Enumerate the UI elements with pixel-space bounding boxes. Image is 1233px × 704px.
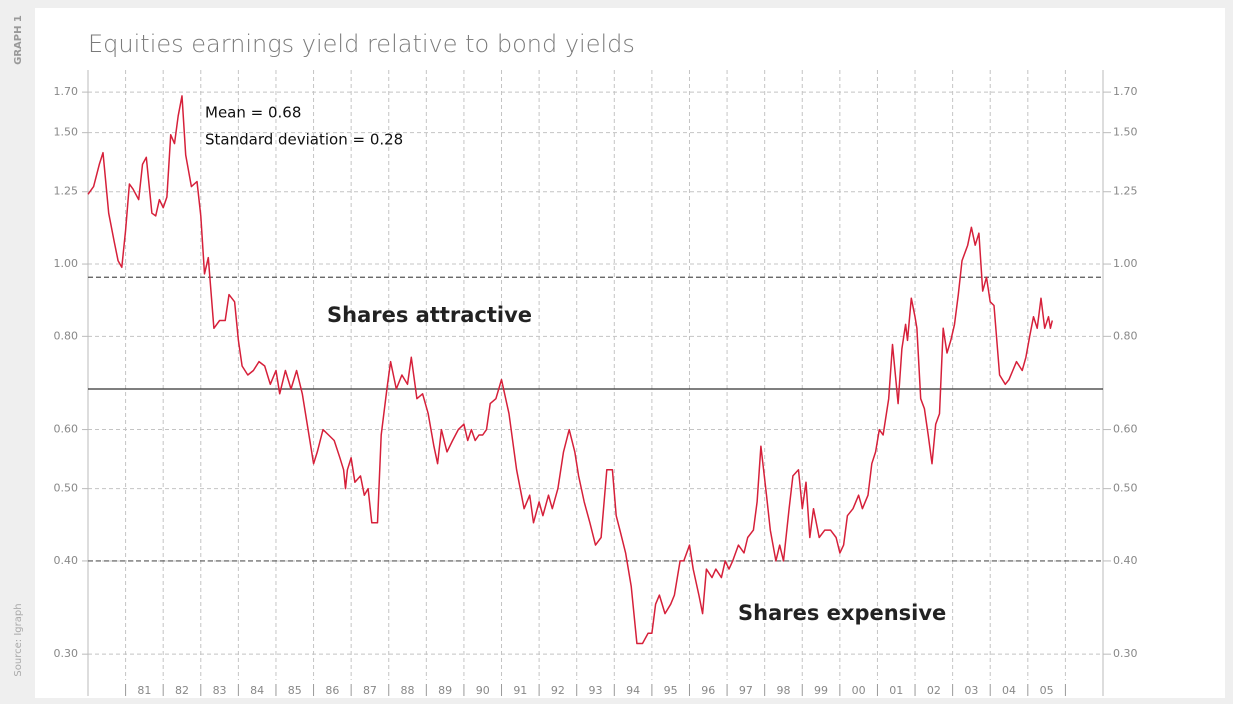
x-tick-label: 89 bbox=[438, 684, 452, 697]
x-tick-label: 99 bbox=[814, 684, 828, 697]
chart-title: Equities earnings yield relative to bond… bbox=[88, 30, 635, 58]
y-tick-label: 1.70 bbox=[54, 85, 79, 98]
y2-tick-label: 1.00 bbox=[1113, 257, 1138, 270]
side-label: GRAPH 1 bbox=[13, 15, 24, 65]
x-tick-label: 88 bbox=[401, 684, 415, 697]
x-tick-label: 84 bbox=[250, 684, 264, 697]
x-tick-label: 97 bbox=[739, 684, 753, 697]
y2-tick-label: 1.50 bbox=[1113, 126, 1138, 139]
source-note: Source: Igraph bbox=[13, 603, 24, 676]
x-tick-label: 94 bbox=[626, 684, 640, 697]
x-tick-label: 91 bbox=[513, 684, 527, 697]
annotation: Mean = 0.68 bbox=[205, 104, 301, 122]
annotation: Standard deviation = 0.28 bbox=[205, 131, 403, 149]
y-tick-label: 0.60 bbox=[54, 423, 79, 436]
x-tick-label: 81 bbox=[137, 684, 151, 697]
x-tick-label: 96 bbox=[701, 684, 715, 697]
x-tick-label: 87 bbox=[363, 684, 377, 697]
x-tick-label: 01 bbox=[889, 684, 903, 697]
x-tick-label: 85 bbox=[288, 684, 302, 697]
x-tick-label: 95 bbox=[664, 684, 678, 697]
y2-tick-label: 1.70 bbox=[1113, 85, 1138, 98]
y-tick-label: 0.50 bbox=[54, 482, 79, 495]
x-tick-label: 98 bbox=[776, 684, 790, 697]
data-line bbox=[87, 95, 1054, 645]
x-tick-label: 05 bbox=[1040, 684, 1054, 697]
y2-tick-label: 0.60 bbox=[1113, 423, 1138, 436]
x-tick-label: 03 bbox=[964, 684, 978, 697]
x-tick-label: 04 bbox=[1002, 684, 1016, 697]
y2-tick-label: 0.50 bbox=[1113, 482, 1138, 495]
y-tick-label: 0.30 bbox=[54, 647, 79, 660]
y2-tick-label: 0.80 bbox=[1113, 329, 1138, 342]
y-tick-label: 1.50 bbox=[54, 126, 79, 139]
x-tick-label: 90 bbox=[476, 684, 490, 697]
y2-tick-label: 0.30 bbox=[1113, 647, 1138, 660]
y-tick-label: 0.80 bbox=[54, 329, 79, 342]
x-tick-label: 83 bbox=[213, 684, 227, 697]
x-tick-label: 86 bbox=[325, 684, 339, 697]
x-tick-label: 02 bbox=[927, 684, 941, 697]
y2-tick-label: 1.25 bbox=[1113, 185, 1138, 198]
x-tick-label: 82 bbox=[175, 684, 189, 697]
y-tick-label: 1.00 bbox=[54, 257, 79, 270]
y2-tick-label: 0.40 bbox=[1113, 554, 1138, 567]
annotation: Shares expensive bbox=[738, 601, 946, 625]
x-tick-label: 93 bbox=[589, 684, 603, 697]
y-tick-label: 0.40 bbox=[54, 554, 79, 567]
x-tick-label: 00 bbox=[852, 684, 866, 697]
annotation: Shares attractive bbox=[327, 303, 532, 327]
y-tick-label: 1.25 bbox=[54, 185, 79, 198]
x-tick-label: 92 bbox=[551, 684, 565, 697]
